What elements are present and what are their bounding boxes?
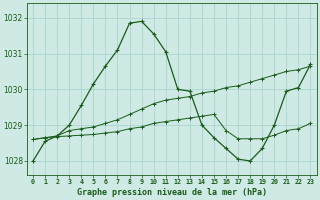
X-axis label: Graphe pression niveau de la mer (hPa): Graphe pression niveau de la mer (hPa) <box>77 188 267 197</box>
